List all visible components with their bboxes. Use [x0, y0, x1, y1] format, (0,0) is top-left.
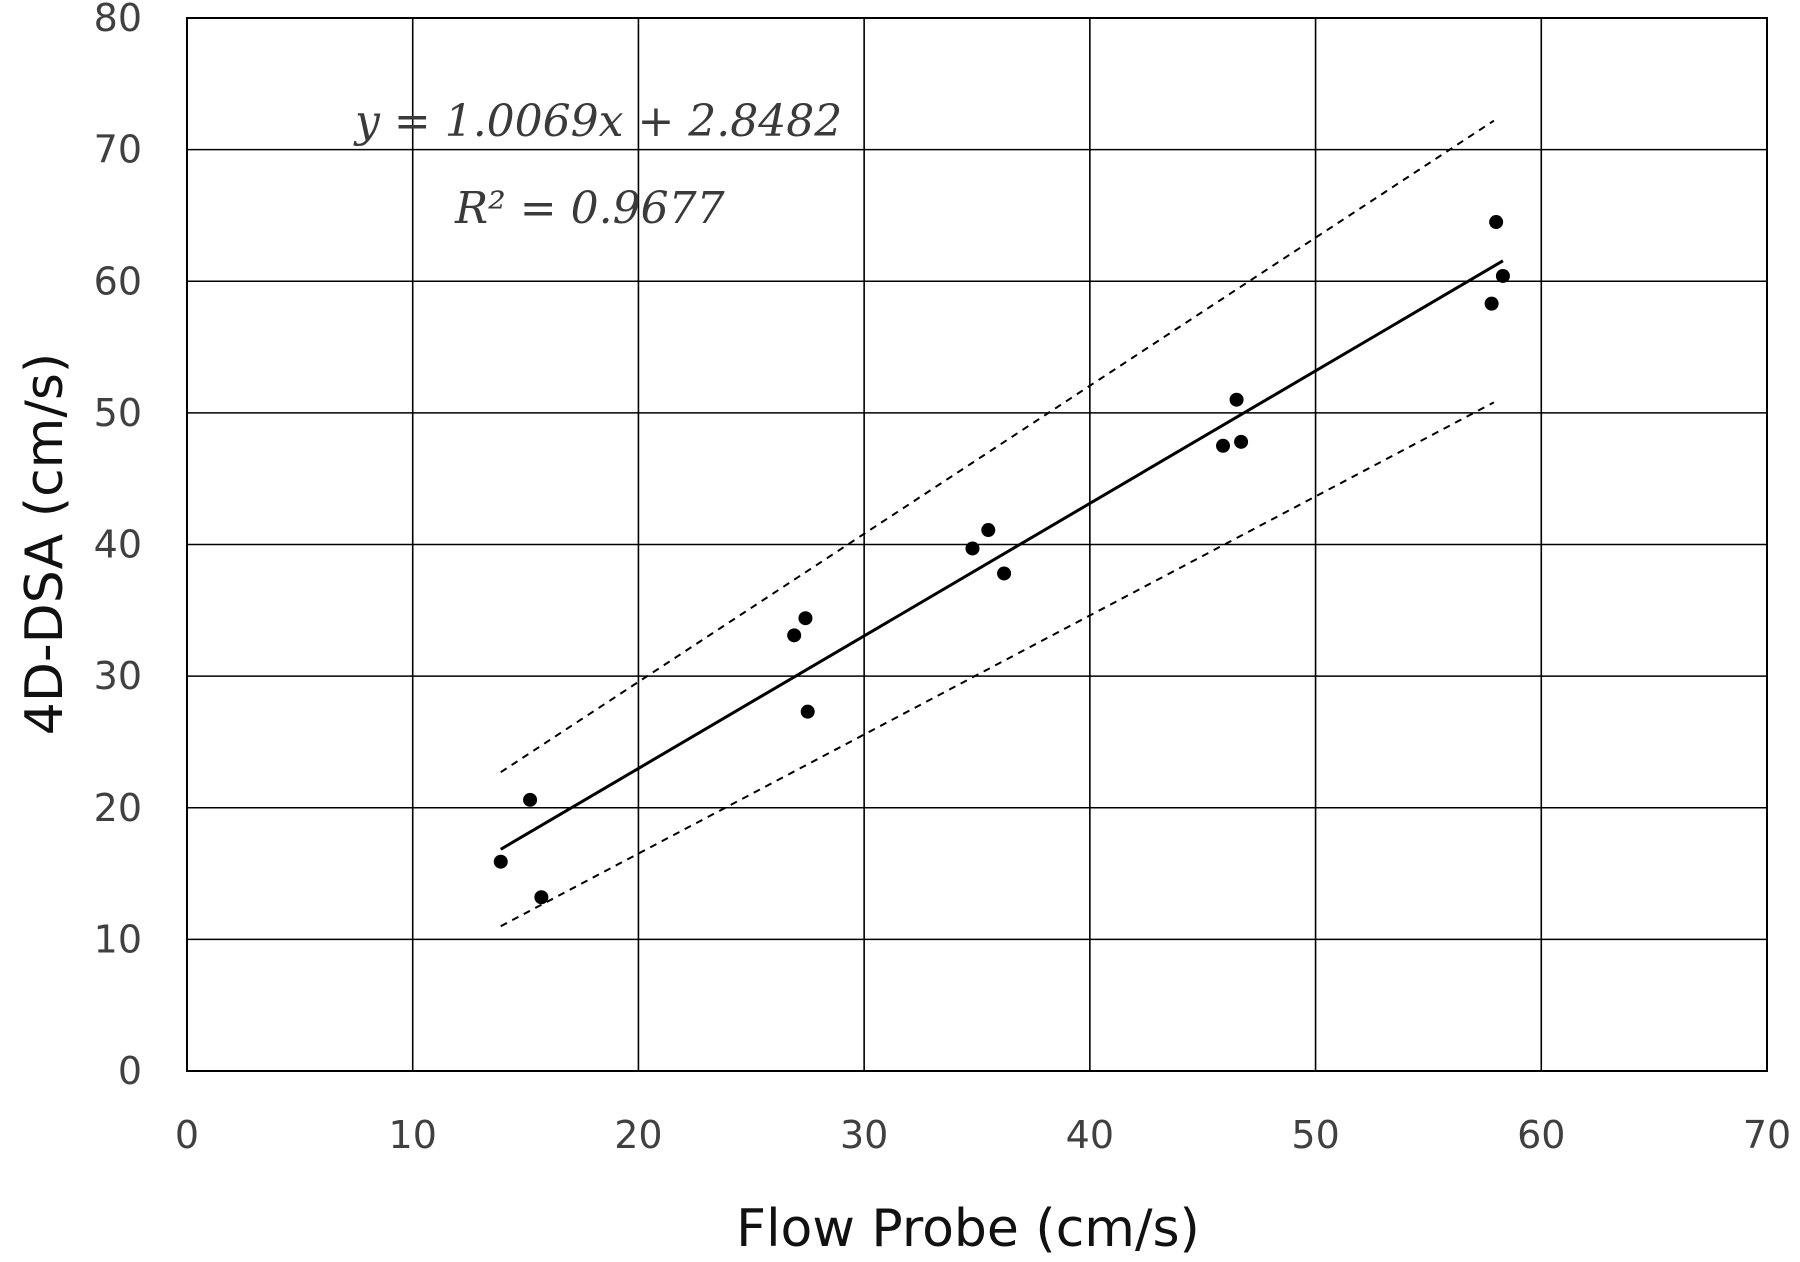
- data-point-5: [800, 704, 815, 719]
- lower-confidence-line: [500, 401, 1495, 928]
- data-point-0: [493, 854, 508, 869]
- equation-label: y = 1.0069x + 2.8482: [353, 96, 842, 147]
- x-tick-label-6: 60: [1517, 1113, 1565, 1157]
- y-tick-label-0: 0: [118, 1049, 142, 1093]
- confidence-bands: [500, 119, 1495, 928]
- y-tick-labels: 0 10 20 30 40 50 60 70 80: [94, 0, 142, 1093]
- data-point-12: [1484, 296, 1499, 311]
- trendline: [499, 259, 1504, 851]
- x-tick-label-1: 10: [389, 1113, 437, 1157]
- data-point-3: [787, 628, 802, 643]
- y-tick-label-1: 10: [94, 917, 142, 961]
- trendline-group: [499, 259, 1504, 851]
- y-tick-label-7: 70: [94, 128, 142, 172]
- y-axis-title: 4D-DSA (cm/s): [15, 353, 75, 735]
- data-point-4: [798, 611, 813, 626]
- data-points: [493, 215, 1510, 905]
- data-point-13: [1489, 215, 1504, 230]
- x-tick-label-3: 30: [840, 1113, 888, 1157]
- data-point-10: [1229, 392, 1244, 407]
- x-tick-label-4: 40: [1066, 1113, 1114, 1157]
- y-tick-label-3: 30: [94, 654, 142, 698]
- data-point-8: [997, 566, 1012, 581]
- data-point-11: [1234, 434, 1249, 449]
- x-tick-label-0: 0: [175, 1113, 199, 1157]
- x-tick-label-7: 70: [1743, 1113, 1791, 1157]
- r-squared-label: R² = 0.9677: [454, 183, 725, 234]
- y-tick-label-2: 20: [94, 786, 142, 830]
- upper-confidence-line: [500, 119, 1495, 774]
- data-point-6: [965, 541, 980, 556]
- data-point-1: [523, 792, 538, 807]
- x-axis-title: Flow Probe (cm/s): [736, 1199, 1200, 1259]
- data-point-9: [1216, 438, 1231, 453]
- x-tick-label-2: 20: [614, 1113, 662, 1157]
- y-tick-label-5: 50: [94, 391, 142, 435]
- data-point-14: [1495, 268, 1510, 283]
- plot-area-border: [186, 17, 1768, 1072]
- x-tick-label-5: 50: [1291, 1113, 1339, 1157]
- y-tick-label-6: 60: [94, 259, 142, 303]
- y-tick-label-8: 80: [94, 0, 142, 40]
- data-point-7: [981, 523, 996, 538]
- y-tick-label-4: 40: [94, 523, 142, 567]
- data-point-2: [534, 890, 549, 905]
- x-tick-labels: 0 10 20 30 40 50 60 70: [175, 1113, 1791, 1157]
